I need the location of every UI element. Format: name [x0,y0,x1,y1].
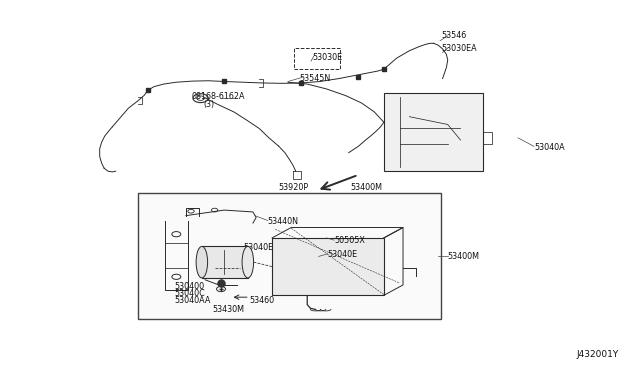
Text: 53430M: 53430M [212,305,244,314]
Text: 53040E: 53040E [243,243,273,252]
Text: 53545N: 53545N [299,74,330,83]
Bar [272,238,384,295]
Text: J432001Y: J432001Y [577,350,619,359]
Text: 08168-6162A: 08168-6162A [191,92,244,101]
Ellipse shape [242,246,253,278]
Bar [384,93,483,171]
Text: 53040A: 53040A [534,142,564,151]
Text: 53040C: 53040C [174,289,205,298]
Text: 530400: 530400 [174,282,205,291]
Bar [294,48,340,69]
Text: 53440N: 53440N [268,217,299,226]
Text: 53460: 53460 [250,296,275,305]
Text: 53030E: 53030E [312,52,342,61]
Bar [138,193,442,320]
Bar [202,246,248,278]
Text: 53400M: 53400M [448,252,480,261]
Text: 53030EA: 53030EA [442,44,477,52]
Text: 53546: 53546 [442,31,467,41]
Text: 53400M: 53400M [351,183,383,192]
Text: (3): (3) [204,100,215,109]
Text: 53920P: 53920P [278,183,308,192]
Text: 50505X: 50505X [334,236,365,246]
Text: 53040E: 53040E [328,250,358,259]
Text: 53040AA: 53040AA [174,296,211,305]
Ellipse shape [196,246,207,278]
